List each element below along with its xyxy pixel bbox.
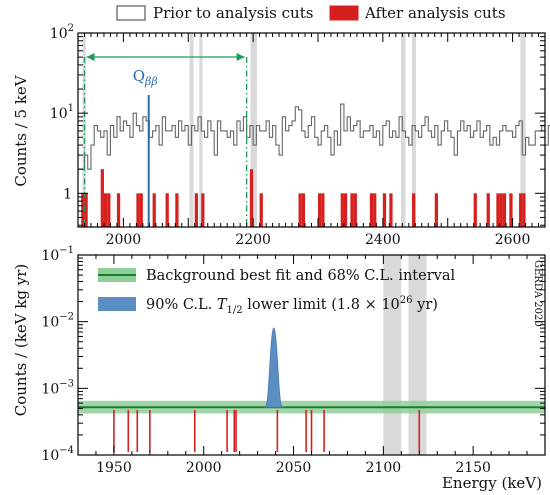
bottom-x-tick-label: 2150 xyxy=(455,460,491,476)
legend-after-swatch xyxy=(329,5,359,21)
after-cuts-bar xyxy=(373,193,377,227)
top-legend: Prior to analysis cuts After analysis cu… xyxy=(116,4,506,22)
after-cuts-bar xyxy=(84,193,88,227)
top-y-tick-label: 1 xyxy=(63,186,72,202)
top-x-tick-label: 2200 xyxy=(235,232,271,248)
after-cuts-bar xyxy=(496,193,500,227)
after-cuts-bar xyxy=(175,193,179,227)
after-cuts-bar xyxy=(519,193,523,227)
top-x-tick-label: 2000 xyxy=(106,232,142,248)
after-cuts-bar xyxy=(317,193,322,227)
after-cuts-bar xyxy=(201,193,205,227)
after-cuts-bar xyxy=(353,193,357,227)
top-axes: 2000 2200 2400 2600 1 101 102 xyxy=(50,23,546,248)
bottom-x-tick-label: 2100 xyxy=(366,460,402,476)
bottom-legend: Background best fit and 68% C.L. interva… xyxy=(98,268,455,316)
legend-fit-label: Background best fit and 68% C.L. interva… xyxy=(146,268,455,284)
bottom-y-tick-label: 10−3 xyxy=(41,378,74,397)
after-cuts-bar xyxy=(522,193,526,227)
legend-limit-label: 90% C.L. T1/2 lower limit (1.8 × 1026 yr… xyxy=(146,295,438,316)
after-cuts-bar xyxy=(107,193,111,227)
bottom-x-tick-label: 2000 xyxy=(186,460,222,476)
shaded-region xyxy=(520,33,526,227)
after-cuts-bar xyxy=(382,193,387,227)
legend-limit-swatch xyxy=(98,297,136,311)
after-cuts-bar xyxy=(412,193,416,227)
after-cuts-bar xyxy=(103,193,108,227)
after-cuts-bar xyxy=(350,193,354,227)
top-x-tick-label: 2400 xyxy=(365,232,401,248)
window-arrow-head-right xyxy=(236,53,245,61)
bottom-x-tick-label: 2050 xyxy=(276,460,312,476)
bottom-y-tick-label: 10−4 xyxy=(41,445,74,464)
after-cuts-bar xyxy=(194,193,198,227)
analysis-window xyxy=(83,53,248,227)
after-cuts-bar xyxy=(81,193,85,227)
after-cuts-bar xyxy=(389,193,393,227)
after-cuts-bar xyxy=(116,193,121,227)
after-cuts-bar xyxy=(249,169,254,227)
after-cuts-bar xyxy=(434,193,438,227)
bottom-ylabel: Counts / (keV kg yr) xyxy=(12,264,30,417)
qbb-label: Qββ xyxy=(133,67,158,88)
after-cuts-bar xyxy=(343,193,348,227)
bottom-axes: 1950 2000 2050 2100 2150 10−4 10−3 10−2 10−1 xyxy=(41,245,546,476)
top-y-tick-label: 101 xyxy=(50,103,74,122)
bottom-y-tick-label: 10−2 xyxy=(41,312,74,331)
after-cuts-bar xyxy=(502,193,507,227)
after-cuts-bar xyxy=(509,193,513,227)
top-ylabel: Counts / 5 keV xyxy=(12,74,30,186)
after-cuts-bar xyxy=(473,193,477,227)
after-cuts-bar xyxy=(100,169,104,227)
after-cuts-bar xyxy=(152,193,156,227)
prior-cuts-step-line xyxy=(78,103,550,170)
signal-limit-peak xyxy=(263,327,285,408)
after-cuts-bar xyxy=(139,193,143,227)
event-markers xyxy=(113,410,421,452)
after-cuts-bar xyxy=(499,193,503,227)
shaded-region xyxy=(401,33,406,227)
after-cuts-bar xyxy=(340,193,344,227)
after-cuts-bar xyxy=(136,193,140,227)
after-cuts-bar xyxy=(301,193,306,227)
shaded-region xyxy=(408,255,427,455)
top-panel: Qββ 2000 2200 2400 2600 1 101 102 Counts / 5 k… xyxy=(12,23,550,248)
after-cuts-bar xyxy=(165,193,169,227)
bottom-x-tick-label: 1950 xyxy=(96,460,132,476)
shaded-region xyxy=(250,33,258,227)
bottom-panel: 1950 2000 2050 2100 2150 10−4 10−3 10−2 10−1 Bac… xyxy=(12,245,546,492)
legend-prior-swatch xyxy=(116,5,146,21)
top-y-tick-label: 102 xyxy=(50,23,74,42)
top-x-tick-label: 2600 xyxy=(495,232,531,248)
shaded-region xyxy=(412,33,416,227)
bottom-y-tick-label: 10−1 xyxy=(41,245,74,264)
after-cuts-bars xyxy=(81,169,526,227)
after-cuts-bar xyxy=(298,193,302,227)
bottom-xlabel: Energy (keV) xyxy=(442,474,542,492)
shaded-region xyxy=(383,255,402,455)
after-cuts-bar xyxy=(369,193,374,227)
gerda-watermark: GERDA 2020 xyxy=(532,260,543,327)
legend-prior-label: Prior to analysis cuts xyxy=(153,4,313,22)
window-arrow-head-left xyxy=(86,53,95,61)
after-cuts-bar xyxy=(321,193,325,227)
legend-after-label: After analysis cuts xyxy=(364,4,506,22)
after-cuts-bar xyxy=(259,193,263,227)
after-cuts-bar xyxy=(486,193,490,227)
